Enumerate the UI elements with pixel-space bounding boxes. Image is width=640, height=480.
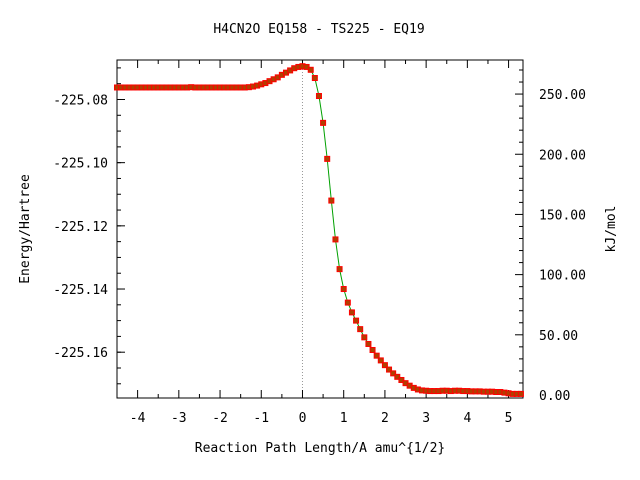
y-axis-right-label: kJ/mol	[604, 206, 619, 253]
chart-title: H4CN2O EQ158 - TS225 - EQ19	[213, 22, 424, 37]
x-tick-label: 0	[299, 411, 307, 426]
x-tick-label: 5	[505, 411, 513, 426]
x-tick-label: -2	[212, 411, 228, 426]
x-tick-label: -1	[253, 411, 269, 426]
x-tick-label: 1	[340, 411, 348, 426]
y-axis-right-ticks: 0.00 50.00 100.00 150.00 200.00 250.00	[515, 88, 586, 404]
data-point	[381, 362, 388, 369]
x-tick-label: 3	[422, 411, 430, 426]
y2-tick-label: 100.00	[539, 269, 586, 284]
y-axis-left-ticks: -225.08 -225.10 -225.12 -225.14 -225.16	[53, 93, 125, 361]
series-line	[302, 65, 521, 395]
y-tick-label: -225.10	[53, 157, 108, 172]
x-axis-label: Reaction Path Length/A amu^{1/2}	[195, 441, 445, 456]
data-point	[398, 376, 405, 383]
series-lines	[117, 65, 521, 395]
data-point	[361, 334, 368, 341]
x-tick-label: 4	[463, 411, 471, 426]
y2-tick-label: 50.00	[539, 329, 578, 344]
x-axis-ticks: -4 -3 -2 -1 0 1 2 3 4 5	[130, 60, 513, 426]
data-point	[353, 317, 360, 324]
x-tick-label: 2	[381, 411, 389, 426]
data-point	[324, 155, 331, 162]
y2-tick-label: 150.00	[539, 208, 586, 223]
y-tick-label: -225.16	[53, 346, 108, 361]
minor-ticks	[116, 60, 523, 398]
plot-frame	[116, 59, 524, 399]
data-point	[340, 286, 347, 293]
data-point	[348, 309, 355, 316]
y2-tick-label: 200.00	[539, 148, 586, 163]
y2-tick-label: 0.00	[539, 389, 570, 404]
x-tick-label: -3	[171, 411, 187, 426]
data-point	[328, 197, 335, 204]
x-tick-label: -4	[130, 411, 146, 426]
data-point	[315, 93, 322, 100]
data-point	[377, 357, 384, 364]
data-point	[311, 75, 318, 82]
data-point	[373, 352, 380, 359]
data-point	[307, 66, 314, 73]
data-point	[344, 299, 351, 306]
data-point	[390, 370, 397, 377]
data-point	[394, 373, 401, 380]
series-points	[114, 63, 524, 397]
data-point	[357, 326, 364, 333]
y-tick-label: -225.08	[53, 93, 108, 108]
data-point	[336, 266, 343, 273]
data-point	[369, 346, 376, 353]
data-point	[320, 119, 327, 126]
y-axis-left-label: Energy/Hartree	[18, 174, 33, 284]
data-point	[386, 366, 393, 373]
data-point	[365, 340, 372, 347]
data-point	[517, 390, 524, 397]
y-tick-label: -225.14	[53, 283, 108, 298]
data-point	[332, 236, 339, 243]
y2-tick-label: 250.00	[539, 88, 586, 103]
y-tick-label: -225.12	[53, 220, 108, 235]
